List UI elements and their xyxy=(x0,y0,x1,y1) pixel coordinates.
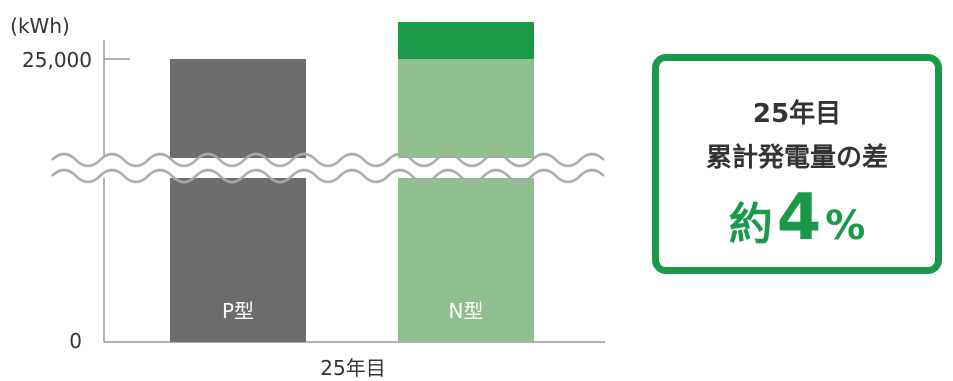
axis-break-band xyxy=(52,158,592,178)
callout-value: 約4% xyxy=(659,181,935,255)
callout-number: 4 xyxy=(776,181,822,255)
x-axis-label: 25年目 xyxy=(320,356,385,380)
axis-break-line-top xyxy=(51,152,605,168)
axis-break-line-bottom xyxy=(51,168,605,184)
bar-label-n: N型 xyxy=(449,299,484,323)
callout-title: 累計発電量の差 xyxy=(705,143,888,173)
bar-chart: (kWh) 25,000 0 P型 N型 25年目 xyxy=(10,14,605,380)
bar-n-type-difference xyxy=(398,22,534,59)
y-tick-top: 25,000 xyxy=(22,48,92,72)
callout-year: 25年目 xyxy=(752,99,842,129)
bar-p-type xyxy=(170,59,306,342)
callout-prefix: 約 xyxy=(728,199,773,250)
y-unit-label: (kWh) xyxy=(10,14,70,38)
difference-callout: 25年目 累計発電量の差 約4% xyxy=(652,54,942,274)
bar-label-p: P型 xyxy=(222,299,254,323)
callout-suffix: % xyxy=(825,203,866,249)
bar-n-type-base xyxy=(398,59,534,342)
y-tick-zero: 0 xyxy=(69,329,82,353)
